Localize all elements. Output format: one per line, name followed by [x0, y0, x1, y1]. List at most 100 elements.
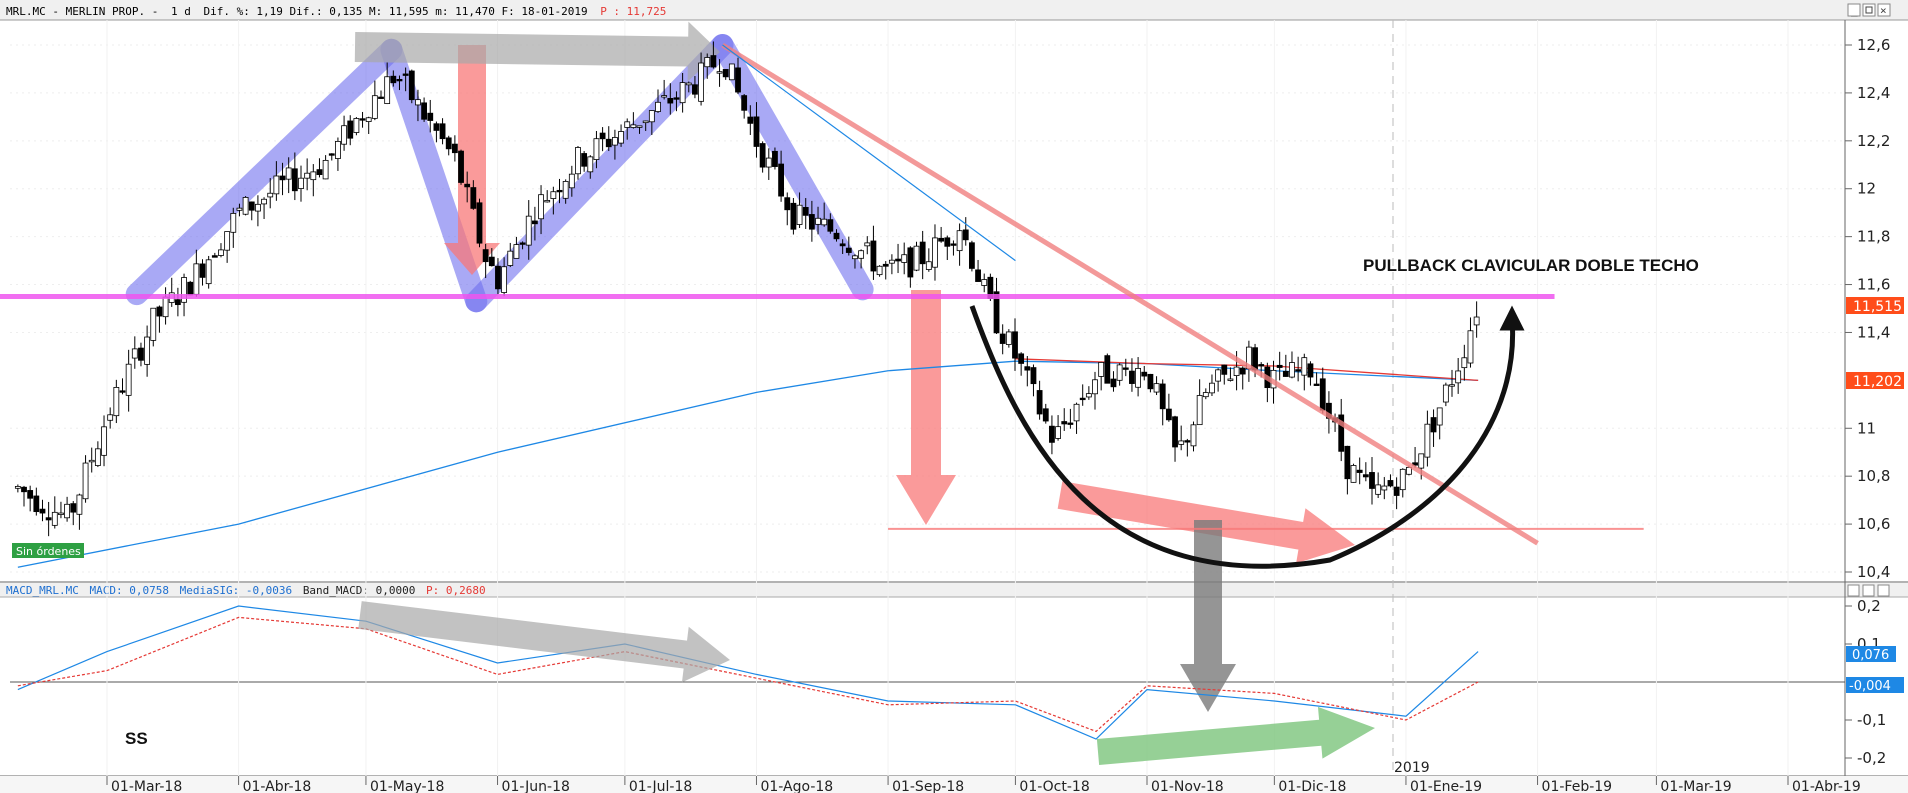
candle-body	[531, 220, 538, 225]
drop-arrow-1	[444, 45, 500, 275]
macd-window-controls[interactable]	[1847, 584, 1890, 597]
candle-body	[919, 241, 926, 265]
candle-body	[150, 307, 157, 341]
candle-body	[298, 177, 304, 189]
candle-body	[1005, 331, 1012, 345]
candle-body	[64, 503, 70, 519]
candle-body	[722, 69, 729, 78]
ma-line-ma50	[1015, 358, 1479, 382]
window-controls[interactable]: _ ×	[1847, 3, 1891, 17]
candle-body	[895, 258, 901, 262]
candle-body	[205, 259, 212, 285]
candle-body	[1356, 469, 1363, 473]
trend-arrow-top	[354, 21, 720, 82]
candle-body	[888, 259, 895, 264]
period-label: 1 d	[171, 5, 191, 18]
candle-body	[858, 250, 865, 259]
signal-value-label: MediaSIG: -0,0036	[180, 584, 293, 597]
candle-body	[1042, 408, 1049, 422]
candle-body	[1190, 424, 1197, 447]
candle-body	[852, 255, 858, 260]
candle-body	[962, 229, 969, 241]
last-price-tag	[1846, 297, 1904, 314]
candle-body	[427, 112, 434, 121]
candle-body	[519, 242, 526, 245]
candle-body	[864, 242, 871, 247]
price-tick-label: 10,6	[1857, 515, 1890, 533]
candle-body	[365, 117, 372, 122]
date-tick-label: 01-May-18	[370, 779, 444, 793]
candle-body	[347, 120, 354, 139]
macd-title-bar	[0, 583, 1908, 597]
candle-body	[507, 250, 514, 266]
status-badge	[12, 543, 84, 558]
x-axis-band	[0, 776, 1908, 793]
candle-body	[39, 508, 46, 514]
macd-tick-label: -0,1	[1857, 711, 1886, 729]
candle-body	[501, 266, 508, 293]
candle-body	[759, 143, 766, 168]
candle-body	[174, 299, 181, 306]
candle-body	[82, 462, 89, 500]
macd-line-macd	[17, 605, 1479, 740]
candle-body	[181, 277, 187, 303]
date-axis: 01-Mar-18 01-Abr-18 01-May-18 01-Jun-18 01-J…	[106, 20, 1861, 793]
candle-body	[544, 200, 551, 203]
candle-body	[230, 213, 237, 233]
candle-body	[335, 140, 341, 159]
macd-series	[17, 605, 1479, 740]
candle-body	[1387, 480, 1394, 487]
candle-body	[747, 116, 754, 124]
candle-body	[796, 204, 803, 225]
macd-divergence-arrow	[1096, 706, 1375, 765]
candle-body	[1085, 393, 1092, 398]
candle-body	[156, 306, 163, 317]
candle-body	[1067, 422, 1074, 425]
candle-body	[981, 279, 988, 286]
candle-body	[1141, 371, 1148, 377]
candle-body	[648, 110, 655, 123]
price-tick-label: 11	[1857, 419, 1876, 437]
candle-body	[402, 73, 409, 76]
candle-body	[378, 96, 384, 99]
candle-body	[14, 486, 21, 489]
candle-body	[1165, 408, 1172, 421]
svg-text:×: ×	[1880, 4, 1887, 17]
candle-body	[439, 123, 446, 140]
candle-body	[1313, 383, 1320, 386]
candle-body	[1110, 378, 1117, 388]
candle-body	[975, 269, 981, 282]
candle-body	[1362, 474, 1369, 478]
candle-body	[1215, 369, 1222, 382]
candle-body	[211, 255, 218, 258]
candle-body	[728, 63, 735, 81]
candle-body	[1473, 316, 1480, 326]
candle-body	[624, 121, 631, 128]
candle-body	[353, 118, 360, 133]
candle-body	[138, 347, 144, 361]
candle-body	[704, 57, 711, 68]
candle-body	[581, 153, 588, 167]
candle-body	[1455, 370, 1462, 384]
candle-body	[655, 101, 661, 112]
candle-body	[1135, 367, 1141, 388]
candle-body	[144, 336, 151, 365]
candle-body	[790, 202, 797, 230]
last-price-label: P : 11,725	[600, 5, 666, 18]
date-tick-label: 01-Mar-18	[111, 779, 182, 793]
candle-body	[1030, 367, 1037, 385]
candle-body	[242, 197, 249, 215]
candle-body	[199, 263, 206, 278]
candle-body	[1289, 362, 1295, 378]
signal-tag-text: -0,004	[1849, 679, 1891, 694]
candle-body	[1467, 330, 1474, 364]
price-tick-label: 11,6	[1857, 276, 1890, 294]
candle-body	[445, 137, 452, 150]
candle-body	[1227, 378, 1234, 381]
drop-arrow-2	[896, 290, 956, 525]
candle-body	[716, 71, 723, 74]
candle-body	[1442, 384, 1449, 403]
price-tick-label: 12	[1857, 180, 1876, 198]
candle-body	[1436, 407, 1443, 426]
